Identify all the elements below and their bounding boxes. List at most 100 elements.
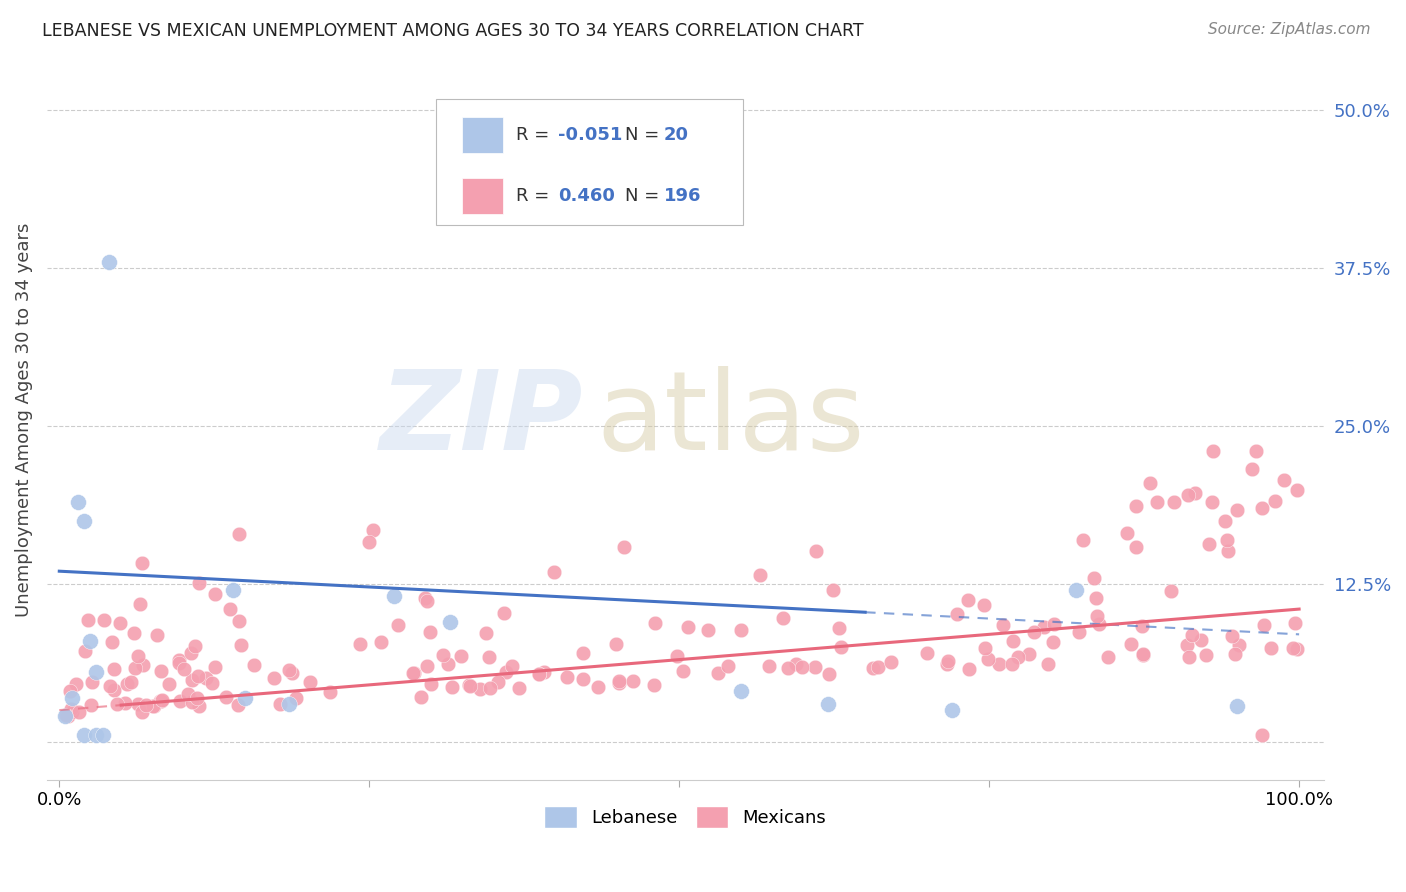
Point: [988, 657, 1011, 671]
Point: [1087, 617, 1109, 632]
Point: [143, 698, 166, 713]
Point: [956, 593, 979, 607]
Point: [115, 677, 138, 691]
Point: [149, 665, 172, 679]
Point: [1177, 488, 1199, 502]
Point: [758, 658, 780, 673]
Point: [475, 626, 498, 640]
Text: atlas: atlas: [596, 366, 865, 473]
Point: [1036, 657, 1059, 672]
Point: [91, 728, 114, 742]
Point: [1225, 647, 1247, 661]
Point: [277, 697, 299, 711]
Point: [242, 657, 264, 672]
Point: [643, 677, 665, 691]
Point: [672, 664, 695, 678]
Point: [1284, 615, 1306, 630]
Point: [59, 683, 82, 698]
Point: [167, 656, 190, 670]
Point: [785, 657, 807, 671]
Point: [973, 641, 995, 656]
Point: [478, 681, 501, 695]
Point: [184, 639, 207, 653]
Point: [415, 658, 437, 673]
Point: [607, 674, 630, 689]
Point: [215, 690, 238, 705]
Point: [173, 662, 195, 676]
Point: [450, 648, 472, 663]
Point: [226, 698, 249, 712]
Point: [228, 615, 250, 629]
Point: [1286, 642, 1309, 657]
Point: [915, 646, 938, 660]
Point: [707, 665, 730, 680]
Point: [359, 534, 381, 549]
Point: [993, 617, 1015, 632]
Point: [586, 681, 609, 695]
Point: [382, 590, 405, 604]
Point: [1032, 620, 1054, 634]
Y-axis label: Unemployment Among Ages 30 to 34 years: Unemployment Among Ages 30 to 34 years: [15, 222, 32, 616]
Point: [75, 644, 97, 658]
Point: [188, 576, 211, 591]
Point: [60, 690, 83, 705]
Point: [772, 611, 794, 625]
Point: [122, 625, 145, 640]
Point: [1121, 637, 1143, 651]
Point: [1132, 648, 1154, 662]
Point: [97, 254, 120, 268]
Point: [361, 523, 384, 537]
Point: [432, 648, 454, 662]
Point: [124, 661, 146, 675]
Point: [605, 638, 627, 652]
Point: [299, 675, 322, 690]
Point: [1241, 462, 1264, 476]
Point: [1195, 648, 1218, 662]
Point: [457, 678, 479, 692]
Point: [1160, 584, 1182, 599]
Point: [804, 660, 827, 674]
Text: R =: R =: [516, 187, 554, 205]
Point: [1253, 618, 1275, 632]
Point: [103, 683, 125, 698]
Point: [219, 601, 242, 615]
Text: -0.051: -0.051: [558, 126, 621, 145]
Point: [1130, 619, 1153, 633]
Point: [441, 680, 464, 694]
Point: [730, 623, 752, 637]
Point: [527, 666, 550, 681]
Point: [495, 665, 517, 679]
Point: [830, 640, 852, 654]
Point: [1226, 503, 1249, 517]
Point: [370, 635, 392, 649]
Point: [935, 657, 957, 671]
Point: [1071, 533, 1094, 547]
Point: [66, 494, 89, 508]
Point: [555, 670, 578, 684]
Point: [349, 637, 371, 651]
FancyBboxPatch shape: [463, 117, 503, 153]
Point: [180, 695, 202, 709]
Point: [1083, 571, 1105, 585]
Point: [1198, 537, 1220, 551]
Point: [806, 543, 828, 558]
Point: [621, 673, 644, 688]
Point: [146, 628, 169, 642]
Point: [1125, 540, 1147, 554]
Point: [86, 665, 108, 680]
Point: [717, 658, 740, 673]
Point: [150, 693, 173, 707]
Point: [1067, 624, 1090, 639]
Point: [1085, 609, 1108, 624]
Point: [644, 615, 666, 630]
Point: [571, 646, 593, 660]
Text: N =: N =: [626, 126, 665, 145]
Point: [181, 673, 204, 687]
Point: [419, 677, 441, 691]
Point: [1002, 633, 1025, 648]
Point: [1043, 617, 1066, 632]
Point: [1216, 533, 1239, 547]
Point: [79, 633, 101, 648]
Point: [269, 697, 291, 711]
Point: [278, 663, 301, 677]
